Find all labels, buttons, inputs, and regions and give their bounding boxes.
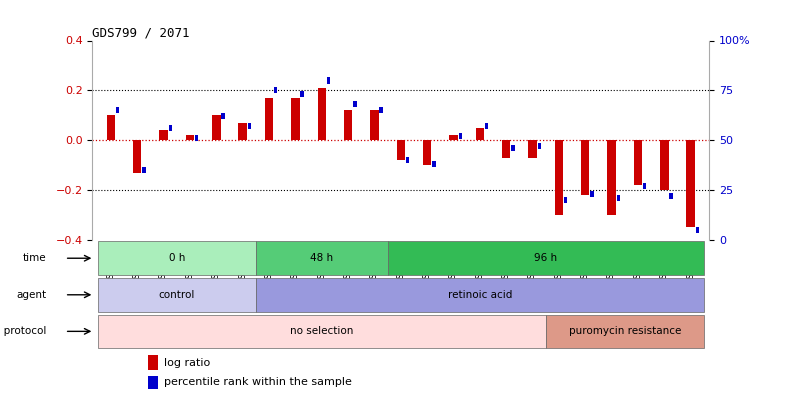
Bar — [238, 123, 247, 140]
Bar — [116, 107, 119, 113]
Bar — [554, 140, 562, 215]
Text: log ratio: log ratio — [164, 358, 210, 368]
Bar — [606, 140, 615, 215]
Bar — [274, 87, 277, 94]
Bar — [449, 135, 457, 140]
Bar — [255, 241, 387, 275]
Bar — [501, 140, 510, 158]
Bar — [369, 110, 378, 140]
Bar — [98, 315, 545, 348]
Bar — [300, 91, 304, 98]
Bar — [247, 123, 251, 129]
Bar — [212, 115, 220, 140]
Bar — [616, 195, 619, 201]
Text: GDS799 / 2071: GDS799 / 2071 — [92, 26, 190, 39]
Bar — [255, 278, 703, 311]
Bar — [642, 183, 646, 189]
Bar — [528, 140, 536, 158]
Bar — [353, 101, 356, 107]
Bar — [563, 197, 567, 203]
Bar — [221, 113, 225, 119]
Bar — [484, 123, 487, 129]
Bar — [633, 140, 642, 185]
Bar — [98, 241, 255, 275]
Bar — [695, 227, 699, 233]
Bar — [669, 193, 672, 199]
Bar — [169, 125, 172, 131]
Bar — [458, 133, 462, 139]
Bar — [511, 145, 514, 151]
Bar — [148, 355, 158, 371]
Text: percentile rank within the sample: percentile rank within the sample — [164, 377, 352, 388]
Bar — [132, 140, 141, 173]
Bar — [107, 115, 115, 140]
Bar — [537, 143, 540, 149]
Bar — [344, 110, 352, 140]
Bar — [686, 140, 694, 228]
Bar — [317, 88, 325, 140]
Text: growth protocol: growth protocol — [0, 326, 46, 337]
Bar — [98, 278, 255, 311]
Text: retinoic acid: retinoic acid — [447, 290, 512, 300]
Bar — [387, 241, 703, 275]
Bar — [432, 161, 435, 167]
Text: time: time — [22, 253, 46, 263]
Bar — [195, 135, 198, 141]
Bar — [379, 107, 382, 113]
Bar — [326, 77, 330, 83]
Text: no selection: no selection — [290, 326, 353, 337]
Bar — [142, 167, 145, 173]
Text: puromycin resistance: puromycin resistance — [568, 326, 680, 337]
Text: 0 h: 0 h — [169, 253, 185, 263]
Bar — [396, 140, 405, 160]
Bar — [422, 140, 431, 165]
Text: 48 h: 48 h — [310, 253, 333, 263]
Bar — [159, 130, 168, 140]
Text: control: control — [158, 290, 195, 300]
Bar — [475, 128, 483, 140]
Bar — [589, 191, 593, 197]
Bar — [185, 135, 194, 140]
Bar — [264, 98, 273, 140]
Bar — [291, 98, 300, 140]
Text: 96 h: 96 h — [533, 253, 556, 263]
Bar — [406, 157, 409, 163]
Bar — [659, 140, 668, 190]
Bar — [148, 376, 158, 388]
Bar — [581, 140, 589, 195]
Text: agent: agent — [16, 290, 46, 300]
Bar — [545, 315, 703, 348]
